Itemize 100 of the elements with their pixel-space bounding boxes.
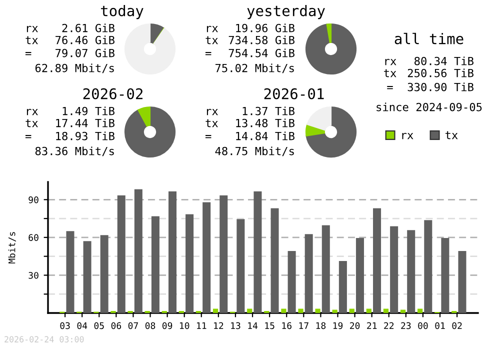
- text: 2.61 GiB: [62, 24, 114, 32]
- text: 48.75 Mbit/s: [215, 146, 294, 156]
- bar: [117, 195, 126, 313]
- x-tick-label: 16: [282, 322, 292, 330]
- text: all time: [394, 32, 464, 44]
- bar: [254, 191, 262, 313]
- x-tick-label: 03: [60, 322, 70, 330]
- bar: [349, 308, 354, 313]
- bar: [186, 214, 194, 313]
- bar: [212, 308, 218, 313]
- text: 19.96 GiB: [236, 24, 294, 32]
- x-tick-label: 08: [145, 322, 156, 330]
- chart-title: today: [100, 4, 144, 20]
- text: =: [205, 52, 212, 56]
- chart-title: yesterday: [247, 4, 325, 20]
- bar: [281, 308, 286, 313]
- text: tx: [26, 36, 38, 44]
- bar: [220, 195, 228, 313]
- text: =: [25, 135, 32, 138]
- bar: [407, 230, 416, 313]
- donut-slice: [306, 106, 357, 158]
- text: rx: [206, 26, 218, 32]
- x-tick-label: 07: [128, 322, 138, 330]
- text: 76.46 GiB: [56, 36, 114, 44]
- x-tick-label: 06: [111, 322, 122, 330]
- text: 330.90 TiB: [408, 82, 474, 92]
- y-tick-label: 60: [28, 234, 38, 242]
- bar: [390, 226, 398, 313]
- x-tick-label: 05: [94, 322, 104, 330]
- donut-slice: [326, 23, 332, 44]
- bar: [356, 238, 364, 313]
- chart-title: 2026-02: [83, 88, 142, 100]
- bar: [247, 308, 252, 313]
- text: 83.36 Mbit/s: [35, 146, 114, 156]
- y-tick-label: 90: [28, 196, 38, 204]
- text: rx: [385, 58, 396, 66]
- bar: [288, 251, 296, 313]
- x-tick-label: 01: [435, 322, 445, 330]
- x-tick-label: 00: [418, 322, 428, 330]
- bar: [338, 260, 347, 313]
- text: =: [205, 135, 212, 138]
- x-tick-label: 18: [316, 322, 326, 330]
- x-tick-label: 17: [299, 322, 308, 329]
- bar: [134, 189, 142, 313]
- x-tick-label: 11: [197, 322, 206, 329]
- bar: [66, 231, 74, 313]
- text: 754.54 GiB: [228, 48, 294, 58]
- text: 17.44 TiB: [56, 118, 114, 128]
- bar: [168, 191, 177, 313]
- bar: [322, 225, 330, 313]
- x-tick-label: 22: [384, 322, 394, 329]
- bar: [100, 235, 108, 313]
- bar: [417, 308, 423, 313]
- bar: [304, 234, 313, 313]
- bar: [202, 202, 211, 313]
- text: 14.84 TiB: [236, 132, 294, 140]
- x-tick-label: 09: [162, 322, 172, 330]
- text: tx: [26, 119, 38, 128]
- text: tx: [206, 36, 218, 44]
- text: 80.34 TiB: [414, 56, 474, 66]
- bar: [373, 208, 382, 313]
- text: rx: [26, 26, 38, 32]
- donut-slice: [124, 23, 176, 75]
- bar: [270, 208, 279, 313]
- text: rx: [206, 108, 218, 116]
- bar: [366, 308, 372, 313]
- text: 18.93 TiB: [56, 132, 114, 140]
- donut-slice: [138, 106, 151, 127]
- text: 13.48 TiB: [236, 118, 294, 128]
- text: 75.02 Mbit/s: [215, 64, 294, 74]
- x-tick-label: 12: [214, 322, 224, 329]
- chart-title: 2026-01: [264, 88, 324, 100]
- x-tick-label: 20: [350, 322, 360, 330]
- y-tick-label: 30: [28, 272, 38, 279]
- bar: [441, 238, 450, 313]
- legend-label: rx: [402, 132, 414, 140]
- x-tick-label: 13: [231, 322, 240, 330]
- text: 734.58 GiB: [228, 36, 294, 44]
- donut-slice: [124, 106, 176, 158]
- x-tick-label: 10: [180, 322, 190, 330]
- text: 79.07 GiB: [56, 48, 114, 58]
- bar: [332, 310, 338, 313]
- text: 62.89 Mbit/s: [35, 64, 114, 74]
- bar: [400, 310, 406, 313]
- bar: [383, 308, 389, 313]
- x-tick-label: 19: [333, 322, 343, 330]
- bar: [298, 308, 304, 313]
- bar: [424, 220, 432, 313]
- text: =: [25, 52, 32, 56]
- y-axis-title: Mbit/s: [8, 232, 16, 264]
- x-tick-label: 04: [77, 322, 88, 330]
- x-tick-label: 21: [367, 322, 377, 329]
- x-tick-label: 15: [265, 322, 274, 330]
- donut-slice: [305, 23, 357, 75]
- donut-slice: [306, 106, 332, 131]
- text: 250.56 TiB: [408, 68, 474, 78]
- bar: [458, 251, 466, 313]
- text: 1.37 TiB: [242, 106, 294, 116]
- text: 1.49 TiB: [62, 106, 114, 116]
- bar: [315, 308, 320, 313]
